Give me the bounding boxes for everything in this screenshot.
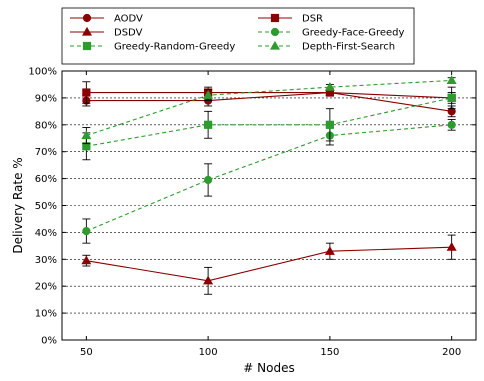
- plot-frame: [61, 70, 477, 341]
- legend-box: [61, 7, 415, 65]
- legend-label: Greedy-Face-Greedy: [302, 28, 405, 39]
- data-point: [203, 90, 214, 99]
- legend-label: DSDV: [114, 28, 143, 39]
- data-point: [203, 275, 214, 285]
- data-point: [447, 120, 456, 129]
- tick-labels: 0% 10% 20% 30% 40% 50% 60% 70% 80% 90% 100% 50 100 15…: [28, 67, 461, 359]
- y-tick-label: 60%: [35, 174, 57, 185]
- legend-entry: Greedy-Random-Greedy: [70, 42, 235, 53]
- y-tick-label: 10%: [35, 309, 57, 320]
- y-tick-label: 20%: [35, 282, 57, 293]
- grid-lines: [62, 97, 476, 314]
- y-tick-label: 70%: [35, 147, 57, 158]
- legend-marker: [270, 13, 280, 23]
- legend-entry: AODV: [70, 14, 143, 25]
- legend-entry: DSDV: [70, 26, 143, 39]
- legend-entry: DSR: [258, 14, 323, 25]
- y-tick-label: 40%: [35, 228, 57, 239]
- legend: AODV DSR DSDV Greedy-Face-Greedy Greedy-Rand…: [61, 7, 415, 65]
- data-point: [324, 246, 335, 255]
- legend-marker: [82, 13, 92, 23]
- x-tick-label: 100: [199, 347, 218, 358]
- legend-label: DSR: [302, 14, 323, 25]
- x-tick-label: 50: [80, 347, 93, 358]
- legend-label: Depth-First-Search: [302, 42, 395, 53]
- x-tick-label: 150: [320, 347, 339, 358]
- series-line: [86, 246, 452, 282]
- y-tick-label: 90%: [35, 93, 57, 104]
- legend-marker: [270, 27, 280, 37]
- y-tick-label: 80%: [35, 120, 57, 131]
- y-axis-label: Delivery Rate %: [11, 157, 25, 253]
- legend-marker: [82, 41, 92, 51]
- series-line: [86, 91, 452, 99]
- y-tick-label: 100%: [28, 67, 57, 78]
- axes: [61, 70, 477, 341]
- data-point: [81, 130, 92, 140]
- series-5: [81, 75, 457, 145]
- legend-entry: Greedy-Face-Greedy: [258, 28, 405, 39]
- x-axis-label: # Nodes: [243, 361, 294, 375]
- series-line: [86, 91, 452, 112]
- legend-marker: [81, 26, 93, 36]
- series-line: [86, 97, 452, 147]
- x-tick-label: 200: [442, 347, 461, 358]
- y-tick-label: 0%: [41, 336, 57, 347]
- data-point: [204, 175, 213, 185]
- series-3: [82, 118, 456, 244]
- data-point: [82, 88, 91, 97]
- data-point: [446, 75, 457, 85]
- data-point: [324, 81, 335, 91]
- data-series: [81, 75, 457, 295]
- data-point: [204, 120, 213, 129]
- legend-label: AODV: [114, 14, 143, 25]
- y-tick-label: 30%: [35, 255, 57, 266]
- data-point: [82, 226, 91, 236]
- series-2: [81, 234, 457, 295]
- data-point: [325, 120, 334, 129]
- data-point: [447, 93, 456, 103]
- data-point: [446, 242, 457, 251]
- series-line: [86, 79, 452, 137]
- data-point: [81, 255, 92, 265]
- series-line: [86, 124, 452, 232]
- legend-label: Greedy-Random-Greedy: [114, 42, 235, 53]
- legend-entry: Depth-First-Search: [258, 40, 395, 53]
- y-tick-label: 50%: [35, 201, 57, 212]
- legend-marker: [269, 40, 281, 50]
- series-0: [82, 88, 456, 118]
